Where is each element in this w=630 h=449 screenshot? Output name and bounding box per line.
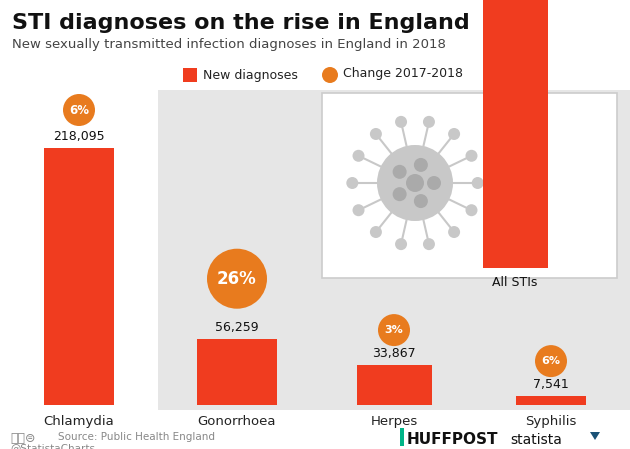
- Circle shape: [423, 238, 435, 250]
- Circle shape: [535, 345, 567, 377]
- Circle shape: [377, 145, 453, 221]
- Circle shape: [346, 177, 358, 189]
- Circle shape: [392, 165, 406, 179]
- Bar: [44, 148, 114, 405]
- Text: 26%: 26%: [217, 270, 257, 288]
- Text: 56,259: 56,259: [215, 321, 259, 334]
- Circle shape: [378, 314, 410, 346]
- Circle shape: [63, 94, 95, 126]
- Text: 218,095: 218,095: [53, 130, 105, 143]
- Circle shape: [472, 177, 484, 189]
- Circle shape: [414, 158, 428, 172]
- Bar: [483, 0, 548, 268]
- Text: HUFFPOST: HUFFPOST: [407, 432, 498, 447]
- Text: Change 2017-2018: Change 2017-2018: [343, 67, 463, 80]
- Text: 7,541: 7,541: [533, 378, 569, 391]
- Bar: [197, 339, 277, 405]
- Circle shape: [448, 128, 460, 140]
- Circle shape: [466, 150, 478, 162]
- Circle shape: [395, 238, 407, 250]
- Circle shape: [406, 174, 424, 192]
- Circle shape: [207, 249, 267, 309]
- Bar: [183, 68, 197, 82]
- Text: New diagnoses: New diagnoses: [203, 69, 298, 82]
- Text: New sexually transmitted infection diagnoses in England in 2018: New sexually transmitted infection diagn…: [12, 38, 446, 51]
- Circle shape: [353, 150, 365, 162]
- Text: statista: statista: [510, 433, 562, 447]
- Text: 33,867: 33,867: [372, 347, 416, 360]
- Circle shape: [322, 67, 338, 83]
- Polygon shape: [590, 432, 600, 440]
- Bar: [316, 90, 630, 410]
- Text: 6%: 6%: [69, 104, 89, 116]
- Circle shape: [423, 116, 435, 128]
- Text: Gonorrhoea: Gonorrhoea: [198, 415, 276, 428]
- Circle shape: [370, 226, 382, 238]
- Text: Herpes: Herpes: [370, 415, 418, 428]
- Circle shape: [448, 226, 460, 238]
- Circle shape: [395, 116, 407, 128]
- Bar: [322, 93, 617, 278]
- Circle shape: [427, 176, 441, 190]
- Circle shape: [414, 194, 428, 208]
- Circle shape: [370, 128, 382, 140]
- Text: 3%: 3%: [385, 325, 403, 335]
- Text: STI diagnoses on the rise in England: STI diagnoses on the rise in England: [12, 13, 470, 33]
- Text: @StatistaCharts: @StatistaCharts: [10, 443, 95, 449]
- Text: Chlamydia: Chlamydia: [43, 415, 115, 428]
- Text: All STIs: All STIs: [492, 276, 537, 289]
- Bar: [400, 428, 404, 446]
- Bar: [516, 396, 586, 405]
- Text: Syphilis: Syphilis: [525, 415, 576, 428]
- Circle shape: [466, 204, 478, 216]
- Circle shape: [353, 204, 365, 216]
- Bar: [357, 365, 432, 405]
- Bar: [158, 90, 316, 410]
- Circle shape: [392, 187, 406, 201]
- Text: 6%: 6%: [542, 356, 561, 366]
- Text: ⓪ⓘ⊜: ⓪ⓘ⊜: [10, 432, 35, 445]
- Text: Source: Public Health England: Source: Public Health England: [58, 432, 215, 442]
